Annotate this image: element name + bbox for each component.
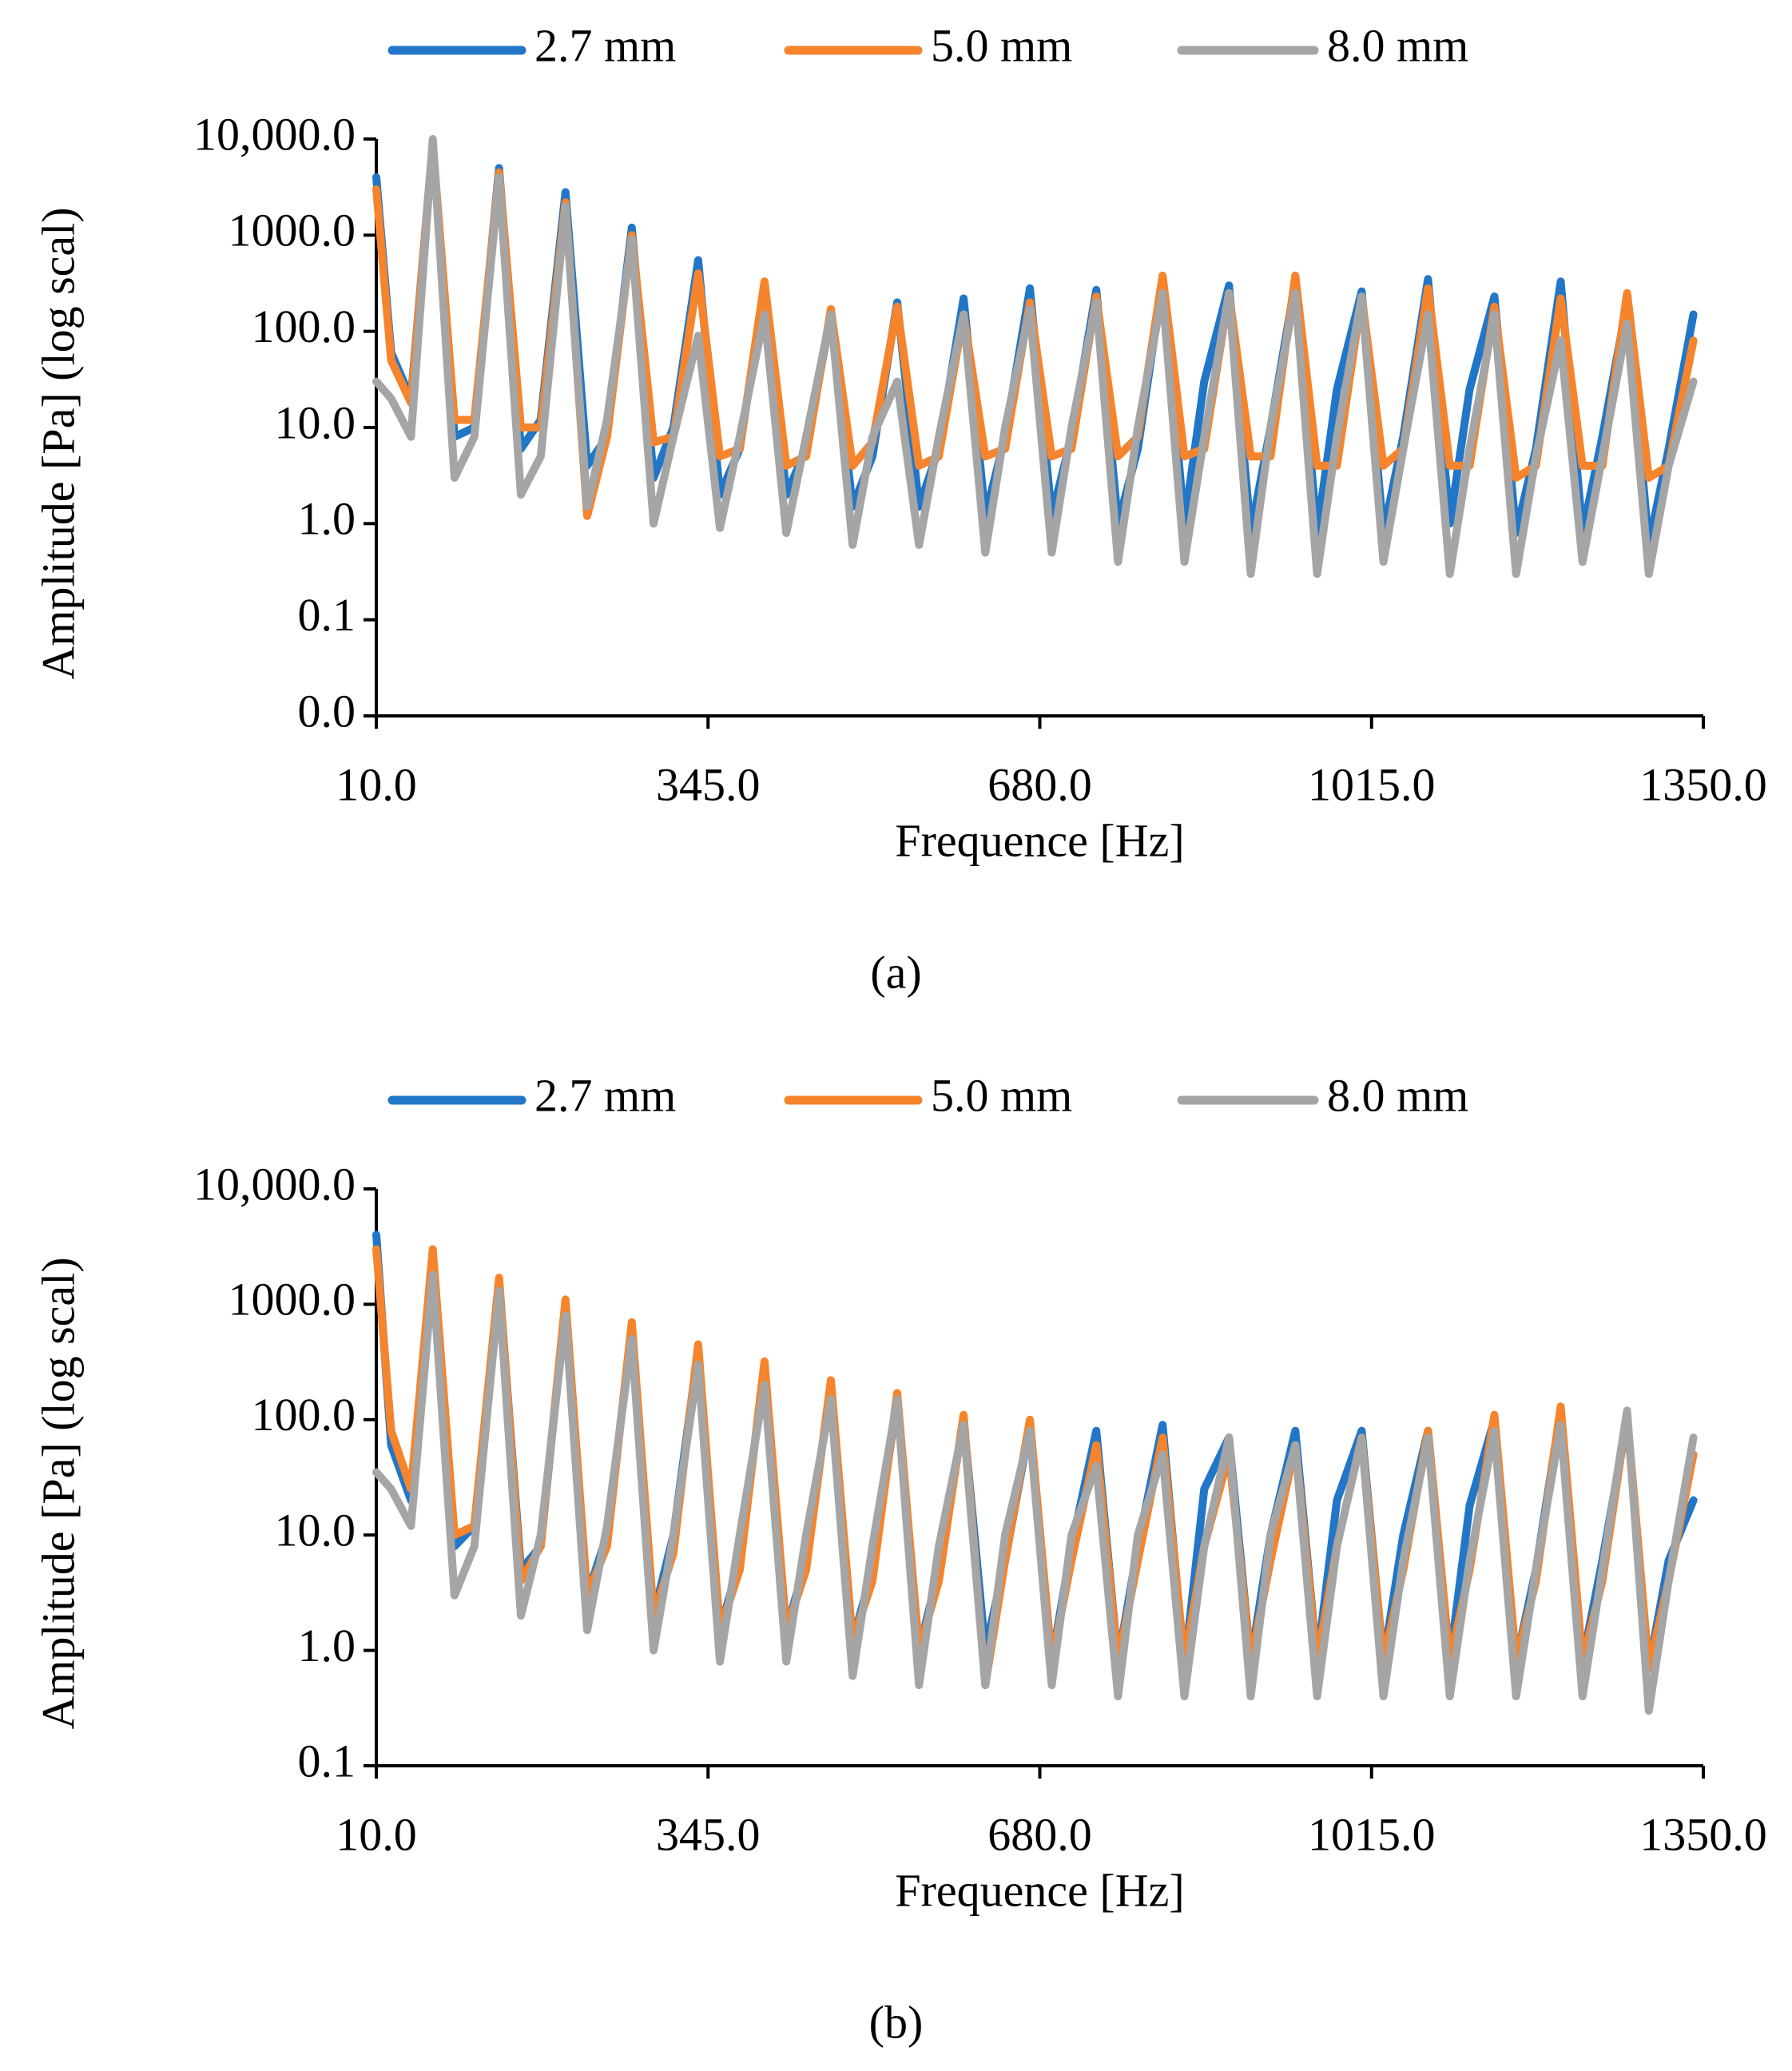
series-line — [372, 1270, 1698, 1715]
x-tick-label: 1015.0 — [1308, 1808, 1436, 1860]
x-tick-label: 680.0 — [987, 758, 1092, 810]
legend-label: 8.0 mm — [1327, 1069, 1468, 1121]
y-tick-label: 10.0 — [275, 396, 356, 448]
legend-label: 2.7 mm — [534, 1069, 676, 1121]
x-tick-label: 345.0 — [656, 1808, 761, 1860]
series-line — [372, 135, 1698, 578]
x-tick-label: 10.0 — [336, 1808, 417, 1860]
caption: (a) — [870, 946, 921, 998]
legend-label: 5.0 mm — [931, 1069, 1072, 1121]
x-tick-label: 1350.0 — [1639, 1808, 1767, 1860]
y-tick-label: 1000.0 — [228, 1274, 356, 1326]
legend-label: 8.0 mm — [1327, 19, 1468, 71]
y-axis-label: Amplitude [Pa] (log scal) — [32, 1257, 84, 1729]
x-tick-label: 1015.0 — [1308, 758, 1436, 810]
x-tick-label: 1350.0 — [1639, 758, 1767, 810]
caption: (b) — [869, 1996, 924, 2048]
y-tick-label: 1.0 — [298, 493, 356, 545]
y-tick-label: 0.0 — [298, 685, 356, 737]
x-axis-label: Frequence [Hz] — [895, 814, 1184, 866]
y-axis-label: Amplitude [Pa] (log scal) — [32, 207, 84, 679]
y-tick-label: 0.1 — [298, 1735, 356, 1787]
x-tick-label: 680.0 — [987, 1808, 1092, 1860]
y-tick-label: 100.0 — [252, 1389, 356, 1441]
y-tick-label: 100.0 — [252, 300, 356, 352]
y-tick-label: 10,000.0 — [193, 108, 356, 160]
y-tick-label: 10,000.0 — [193, 1158, 356, 1210]
x-tick-label: 345.0 — [656, 758, 761, 810]
legend-label: 2.7 mm — [534, 19, 676, 71]
y-tick-label: 1000.0 — [228, 205, 356, 256]
legend-label: 5.0 mm — [931, 19, 1072, 71]
x-axis-label: Frequence [Hz] — [895, 1864, 1184, 1916]
y-tick-label: 0.1 — [298, 589, 356, 641]
x-tick-label: 10.0 — [336, 758, 417, 810]
y-tick-label: 1.0 — [298, 1620, 356, 1672]
y-tick-label: 10.0 — [275, 1505, 356, 1556]
